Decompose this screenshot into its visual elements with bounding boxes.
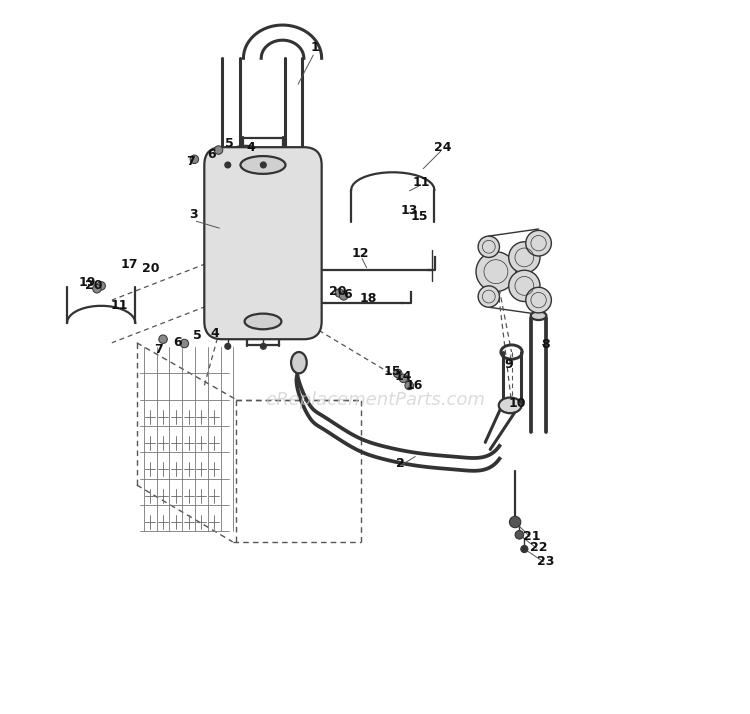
Circle shape bbox=[509, 516, 520, 528]
Text: 20: 20 bbox=[86, 279, 103, 292]
Circle shape bbox=[225, 162, 230, 168]
Circle shape bbox=[478, 236, 500, 258]
Circle shape bbox=[526, 231, 551, 256]
Text: 13: 13 bbox=[400, 204, 418, 217]
Circle shape bbox=[405, 381, 413, 390]
Text: 22: 22 bbox=[530, 541, 548, 554]
Circle shape bbox=[526, 287, 551, 313]
Text: 16: 16 bbox=[406, 379, 423, 392]
Circle shape bbox=[515, 531, 523, 539]
Text: 7: 7 bbox=[186, 155, 194, 168]
Ellipse shape bbox=[531, 311, 547, 320]
Text: 6: 6 bbox=[344, 288, 352, 301]
Text: 20: 20 bbox=[329, 285, 346, 298]
Text: 11: 11 bbox=[413, 176, 430, 189]
Text: 23: 23 bbox=[537, 555, 554, 568]
Circle shape bbox=[180, 339, 189, 348]
Text: 4: 4 bbox=[211, 327, 219, 340]
Text: 21: 21 bbox=[523, 530, 540, 543]
Circle shape bbox=[260, 343, 266, 349]
Text: 2: 2 bbox=[395, 457, 404, 471]
Circle shape bbox=[509, 270, 540, 301]
Circle shape bbox=[520, 545, 528, 553]
Circle shape bbox=[399, 374, 408, 383]
Ellipse shape bbox=[291, 352, 307, 373]
Text: 8: 8 bbox=[542, 338, 550, 351]
Circle shape bbox=[225, 343, 230, 349]
Circle shape bbox=[335, 288, 344, 297]
Circle shape bbox=[93, 284, 101, 293]
Circle shape bbox=[159, 335, 167, 343]
Text: 5: 5 bbox=[193, 329, 202, 342]
Ellipse shape bbox=[241, 156, 286, 174]
Text: 14: 14 bbox=[394, 370, 412, 383]
Text: 7: 7 bbox=[154, 343, 163, 356]
Text: 17: 17 bbox=[121, 258, 139, 271]
Circle shape bbox=[214, 146, 223, 154]
Text: 15: 15 bbox=[384, 365, 401, 378]
Text: eReplacementParts.com: eReplacementParts.com bbox=[265, 391, 485, 408]
Ellipse shape bbox=[499, 398, 521, 413]
Text: 1: 1 bbox=[310, 41, 319, 54]
Circle shape bbox=[478, 286, 500, 307]
Circle shape bbox=[394, 369, 402, 378]
Text: 24: 24 bbox=[433, 141, 451, 154]
Text: 3: 3 bbox=[189, 208, 198, 221]
FancyBboxPatch shape bbox=[204, 147, 322, 339]
Circle shape bbox=[509, 242, 540, 273]
Text: 15: 15 bbox=[410, 211, 428, 223]
Text: 4: 4 bbox=[246, 141, 255, 154]
Text: 11: 11 bbox=[110, 299, 128, 312]
Text: 12: 12 bbox=[352, 247, 370, 261]
Text: 5: 5 bbox=[225, 137, 233, 150]
Circle shape bbox=[476, 252, 516, 291]
Circle shape bbox=[260, 162, 266, 168]
Ellipse shape bbox=[244, 313, 281, 329]
Text: 20: 20 bbox=[142, 261, 160, 275]
Text: 6: 6 bbox=[173, 336, 182, 349]
Circle shape bbox=[97, 281, 106, 290]
Text: 19: 19 bbox=[78, 276, 96, 289]
Circle shape bbox=[190, 155, 199, 164]
Text: 10: 10 bbox=[509, 397, 526, 410]
Text: 18: 18 bbox=[359, 292, 376, 305]
Circle shape bbox=[340, 291, 348, 300]
Text: 6: 6 bbox=[207, 148, 216, 161]
Text: 9: 9 bbox=[505, 358, 513, 371]
